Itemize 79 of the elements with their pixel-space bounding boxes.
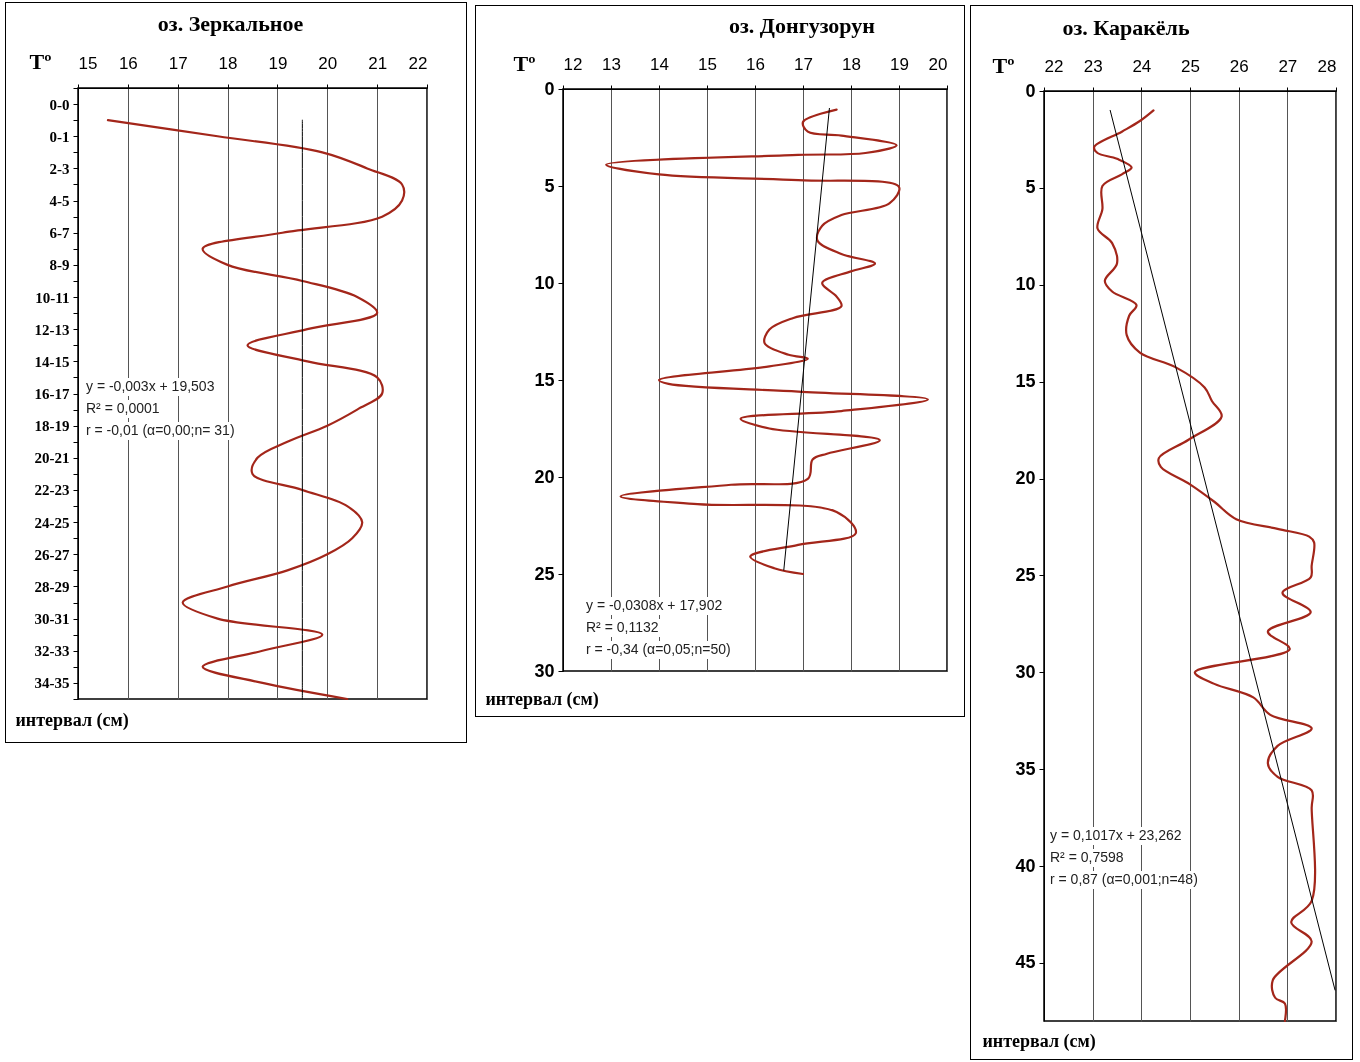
y-tick-label: 26-27 <box>34 546 70 563</box>
y-tick-label: 18-19 <box>34 418 70 435</box>
y-tick-label: 35 <box>1015 758 1036 779</box>
chart-title: оз. Донгузорун <box>729 13 876 38</box>
y-tick-label: 24-25 <box>34 514 70 531</box>
annotation: y = -0,003x + 19,503 <box>86 378 215 394</box>
y-tick-label: 25 <box>534 563 555 584</box>
x-tick-label: 15 <box>698 54 717 74</box>
x-tick-label: 19 <box>268 53 288 73</box>
y-tick-label: 20-21 <box>34 450 70 467</box>
x-axis-title: Tº <box>513 50 536 76</box>
y-tick-label: 12-13 <box>34 321 70 338</box>
x-axis-title: Tº <box>992 52 1015 78</box>
y-axis-title: интервал (см) <box>15 709 129 731</box>
x-tick-label: 26 <box>1229 56 1249 76</box>
y-tick-label: 32-33 <box>34 643 70 660</box>
y-tick-label: 5 <box>544 175 555 196</box>
x-tick-label: 20 <box>928 54 948 74</box>
y-tick-label: 4-5 <box>49 193 70 210</box>
x-tick-label: 16 <box>118 53 138 73</box>
chart-title: оз. Каракёль <box>1062 15 1190 40</box>
x-tick-label: 17 <box>794 54 813 74</box>
y-tick-label: 0-0 <box>49 96 70 113</box>
annotation: r = -0,34 (α=0,05;n=50) <box>586 641 731 657</box>
y-tick-label: 6-7 <box>49 225 70 242</box>
annotation: r = 0,87 (α=0,001;n=48) <box>1050 871 1198 887</box>
annotation: y = -0,0308x + 17,902 <box>586 597 723 613</box>
x-tick-label: 13 <box>602 54 621 74</box>
y-axis-title: интервал (см) <box>485 688 599 710</box>
x-tick-label: 12 <box>563 54 583 74</box>
y-tick-label: 20 <box>1015 468 1036 488</box>
y-tick-label: 0 <box>1025 80 1036 101</box>
annotation: R² = 0,0001 <box>86 400 160 416</box>
x-tick-label: 22 <box>408 53 428 73</box>
y-tick-label: 10 <box>1015 274 1036 295</box>
x-tick-label: 23 <box>1083 56 1103 76</box>
x-tick-label: 14 <box>650 54 669 74</box>
y-tick-label: 10-11 <box>35 289 70 306</box>
y-tick-label: 30-31 <box>34 611 70 628</box>
annotation: R² = 0,1132 <box>586 619 659 635</box>
y-tick-label: 15 <box>534 369 555 390</box>
y-tick-label: 8-9 <box>49 257 70 274</box>
line-series <box>605 108 929 576</box>
y-tick-label: 2-3 <box>49 160 70 177</box>
annotation: y = 0,1017x + 23,262 <box>1050 827 1182 843</box>
x-axis-title: Tº <box>29 48 52 74</box>
x-tick-label: 20 <box>318 53 338 73</box>
x-tick-label: 17 <box>168 53 188 73</box>
x-tick-label: 18 <box>842 54 861 74</box>
x-tick-label: 27 <box>1278 56 1298 76</box>
x-tick-label: 16 <box>746 54 765 74</box>
y-tick-label: 20 <box>534 466 555 487</box>
x-tick-label: 25 <box>1181 56 1200 76</box>
y-tick-label: 5 <box>1025 177 1036 198</box>
chart-title: оз. Зеркальное <box>157 11 304 36</box>
y-tick-label: 30 <box>1015 661 1036 682</box>
y-tick-label: 16-17 <box>34 386 70 402</box>
x-tick-label: 15 <box>78 53 98 73</box>
x-tick-label: 19 <box>890 54 909 74</box>
x-tick-label: 22 <box>1044 56 1064 76</box>
y-tick-label: 25 <box>1015 564 1036 585</box>
x-tick-label: 28 <box>1317 56 1337 76</box>
annotation: R² = 0,7598 <box>1050 849 1124 865</box>
annotation: r = -0,01 (α=0,00;n= 31) <box>86 422 235 438</box>
y-tick-label: 30 <box>534 660 555 681</box>
x-tick-label: 21 <box>368 53 388 73</box>
y-tick-label: 0 <box>544 78 555 99</box>
y-tick-label: 22-23 <box>34 482 70 499</box>
y-tick-label: 10 <box>534 272 555 293</box>
y-tick-label: 40 <box>1015 855 1036 876</box>
y-axis-title: интервал (см) <box>982 1030 1096 1052</box>
y-tick-label: 15 <box>1015 371 1036 392</box>
y-tick-label: 34-35 <box>34 675 70 692</box>
x-tick-label: 18 <box>218 53 238 73</box>
y-tick-label: 28-29 <box>34 578 70 595</box>
y-tick-label: 45 <box>1015 952 1036 973</box>
y-tick-label: 0-1 <box>49 128 70 145</box>
x-tick-label: 24 <box>1132 56 1152 76</box>
y-tick-label: 14-15 <box>34 353 70 370</box>
